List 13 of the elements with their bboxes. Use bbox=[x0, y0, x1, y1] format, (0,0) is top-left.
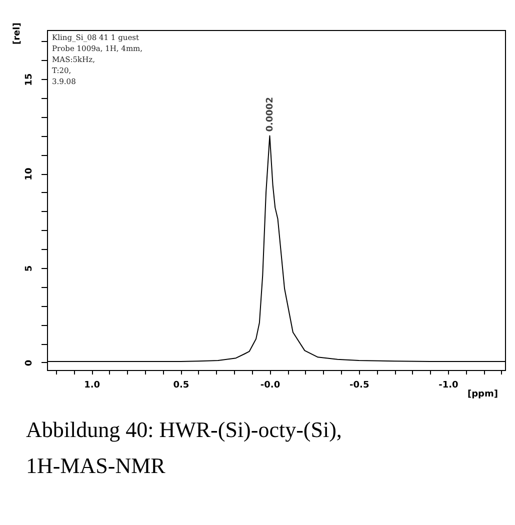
text: Abbildung 40: HWR-(Si)-octy-(Si), 1H-MAS-NMR bbox=[26, 416, 343, 480]
x-tick-label: -1.0 bbox=[438, 380, 458, 390]
y-tick-label: 0 bbox=[24, 360, 34, 366]
x-axis-title: [ppm] bbox=[468, 390, 498, 400]
annotation: 0.0002 bbox=[266, 97, 276, 132]
x-tick-label: -0.0 bbox=[260, 380, 280, 390]
y-axis-title: [rel] bbox=[12, 22, 22, 44]
x-tick-label: 0.5 bbox=[173, 380, 190, 390]
y-tick-label: 5 bbox=[24, 265, 34, 272]
x-tick-label: 1.0 bbox=[84, 380, 100, 390]
x-tick-label: -0.5 bbox=[350, 380, 370, 390]
y-tick-label: 15 bbox=[24, 73, 34, 86]
y-tick-label: 10 bbox=[24, 168, 34, 180]
